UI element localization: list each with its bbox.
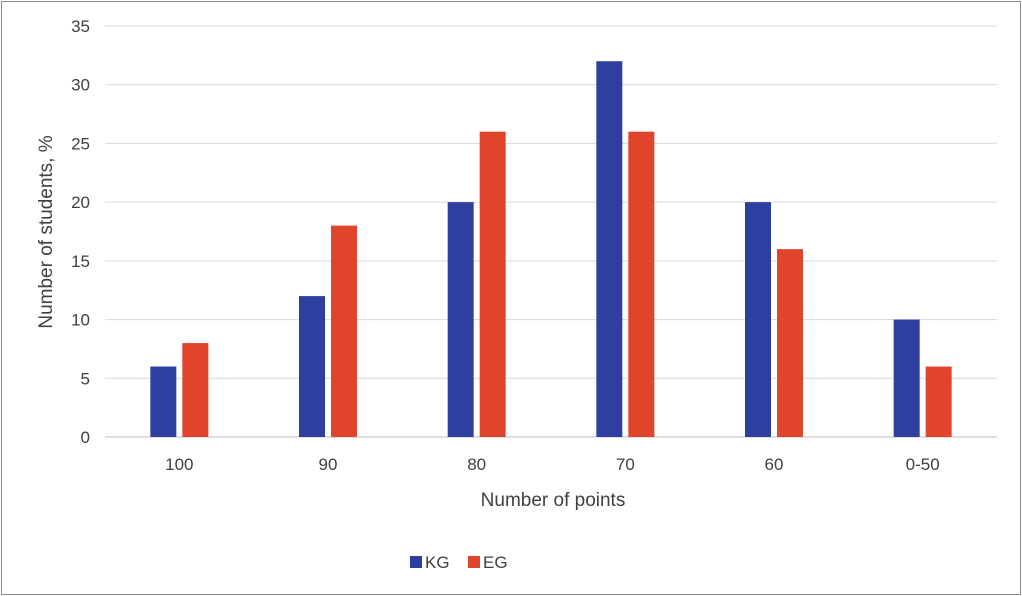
- legend-swatch-kg: [410, 556, 422, 568]
- y-tick-label: 15: [71, 252, 90, 271]
- x-tick-label: 0-50: [906, 455, 940, 474]
- gridlines: [105, 25, 997, 438]
- bars: [150, 61, 952, 437]
- y-tick-label: 30: [71, 76, 90, 95]
- bar-eg-90: [331, 225, 357, 437]
- x-tick-label: 80: [467, 455, 486, 474]
- x-tick-label: 100: [165, 455, 193, 474]
- y-tick-label: 10: [71, 311, 90, 330]
- bar-kg-70: [596, 61, 623, 437]
- legend: KG EG: [410, 553, 508, 572]
- bar-eg-60: [777, 249, 803, 437]
- bar-kg-90: [299, 296, 325, 437]
- bar-kg-60: [745, 202, 771, 437]
- x-tick-labels: 100 90 80 70 60 0-50: [165, 455, 940, 474]
- y-axis-title: Number of students, %: [36, 135, 57, 328]
- x-tick-label: 90: [319, 455, 338, 474]
- legend-label-kg: KG: [425, 553, 450, 572]
- bar-kg-0-50: [893, 319, 920, 437]
- x-axis-title: Number of points: [481, 490, 626, 511]
- y-tick-labels: 0 5 10 15 20 25 30 35: [71, 17, 90, 447]
- y-tick-label: 20: [71, 193, 90, 212]
- bar-eg-80: [479, 131, 506, 437]
- bar-kg-100: [150, 366, 177, 437]
- legend-label-eg: EG: [483, 553, 508, 572]
- bar-kg-80: [447, 202, 474, 437]
- y-tick-label: 0: [81, 428, 90, 447]
- bar-eg-70: [628, 131, 655, 437]
- y-tick-label: 5: [81, 369, 90, 388]
- bar-eg-100: [182, 343, 209, 437]
- legend-swatch-eg: [468, 556, 480, 568]
- x-tick-label: 60: [765, 455, 784, 474]
- y-tick-label: 25: [71, 134, 90, 153]
- y-tick-label: 35: [71, 17, 90, 36]
- bar-eg-0-50: [925, 366, 952, 437]
- x-tick-label: 70: [616, 455, 635, 474]
